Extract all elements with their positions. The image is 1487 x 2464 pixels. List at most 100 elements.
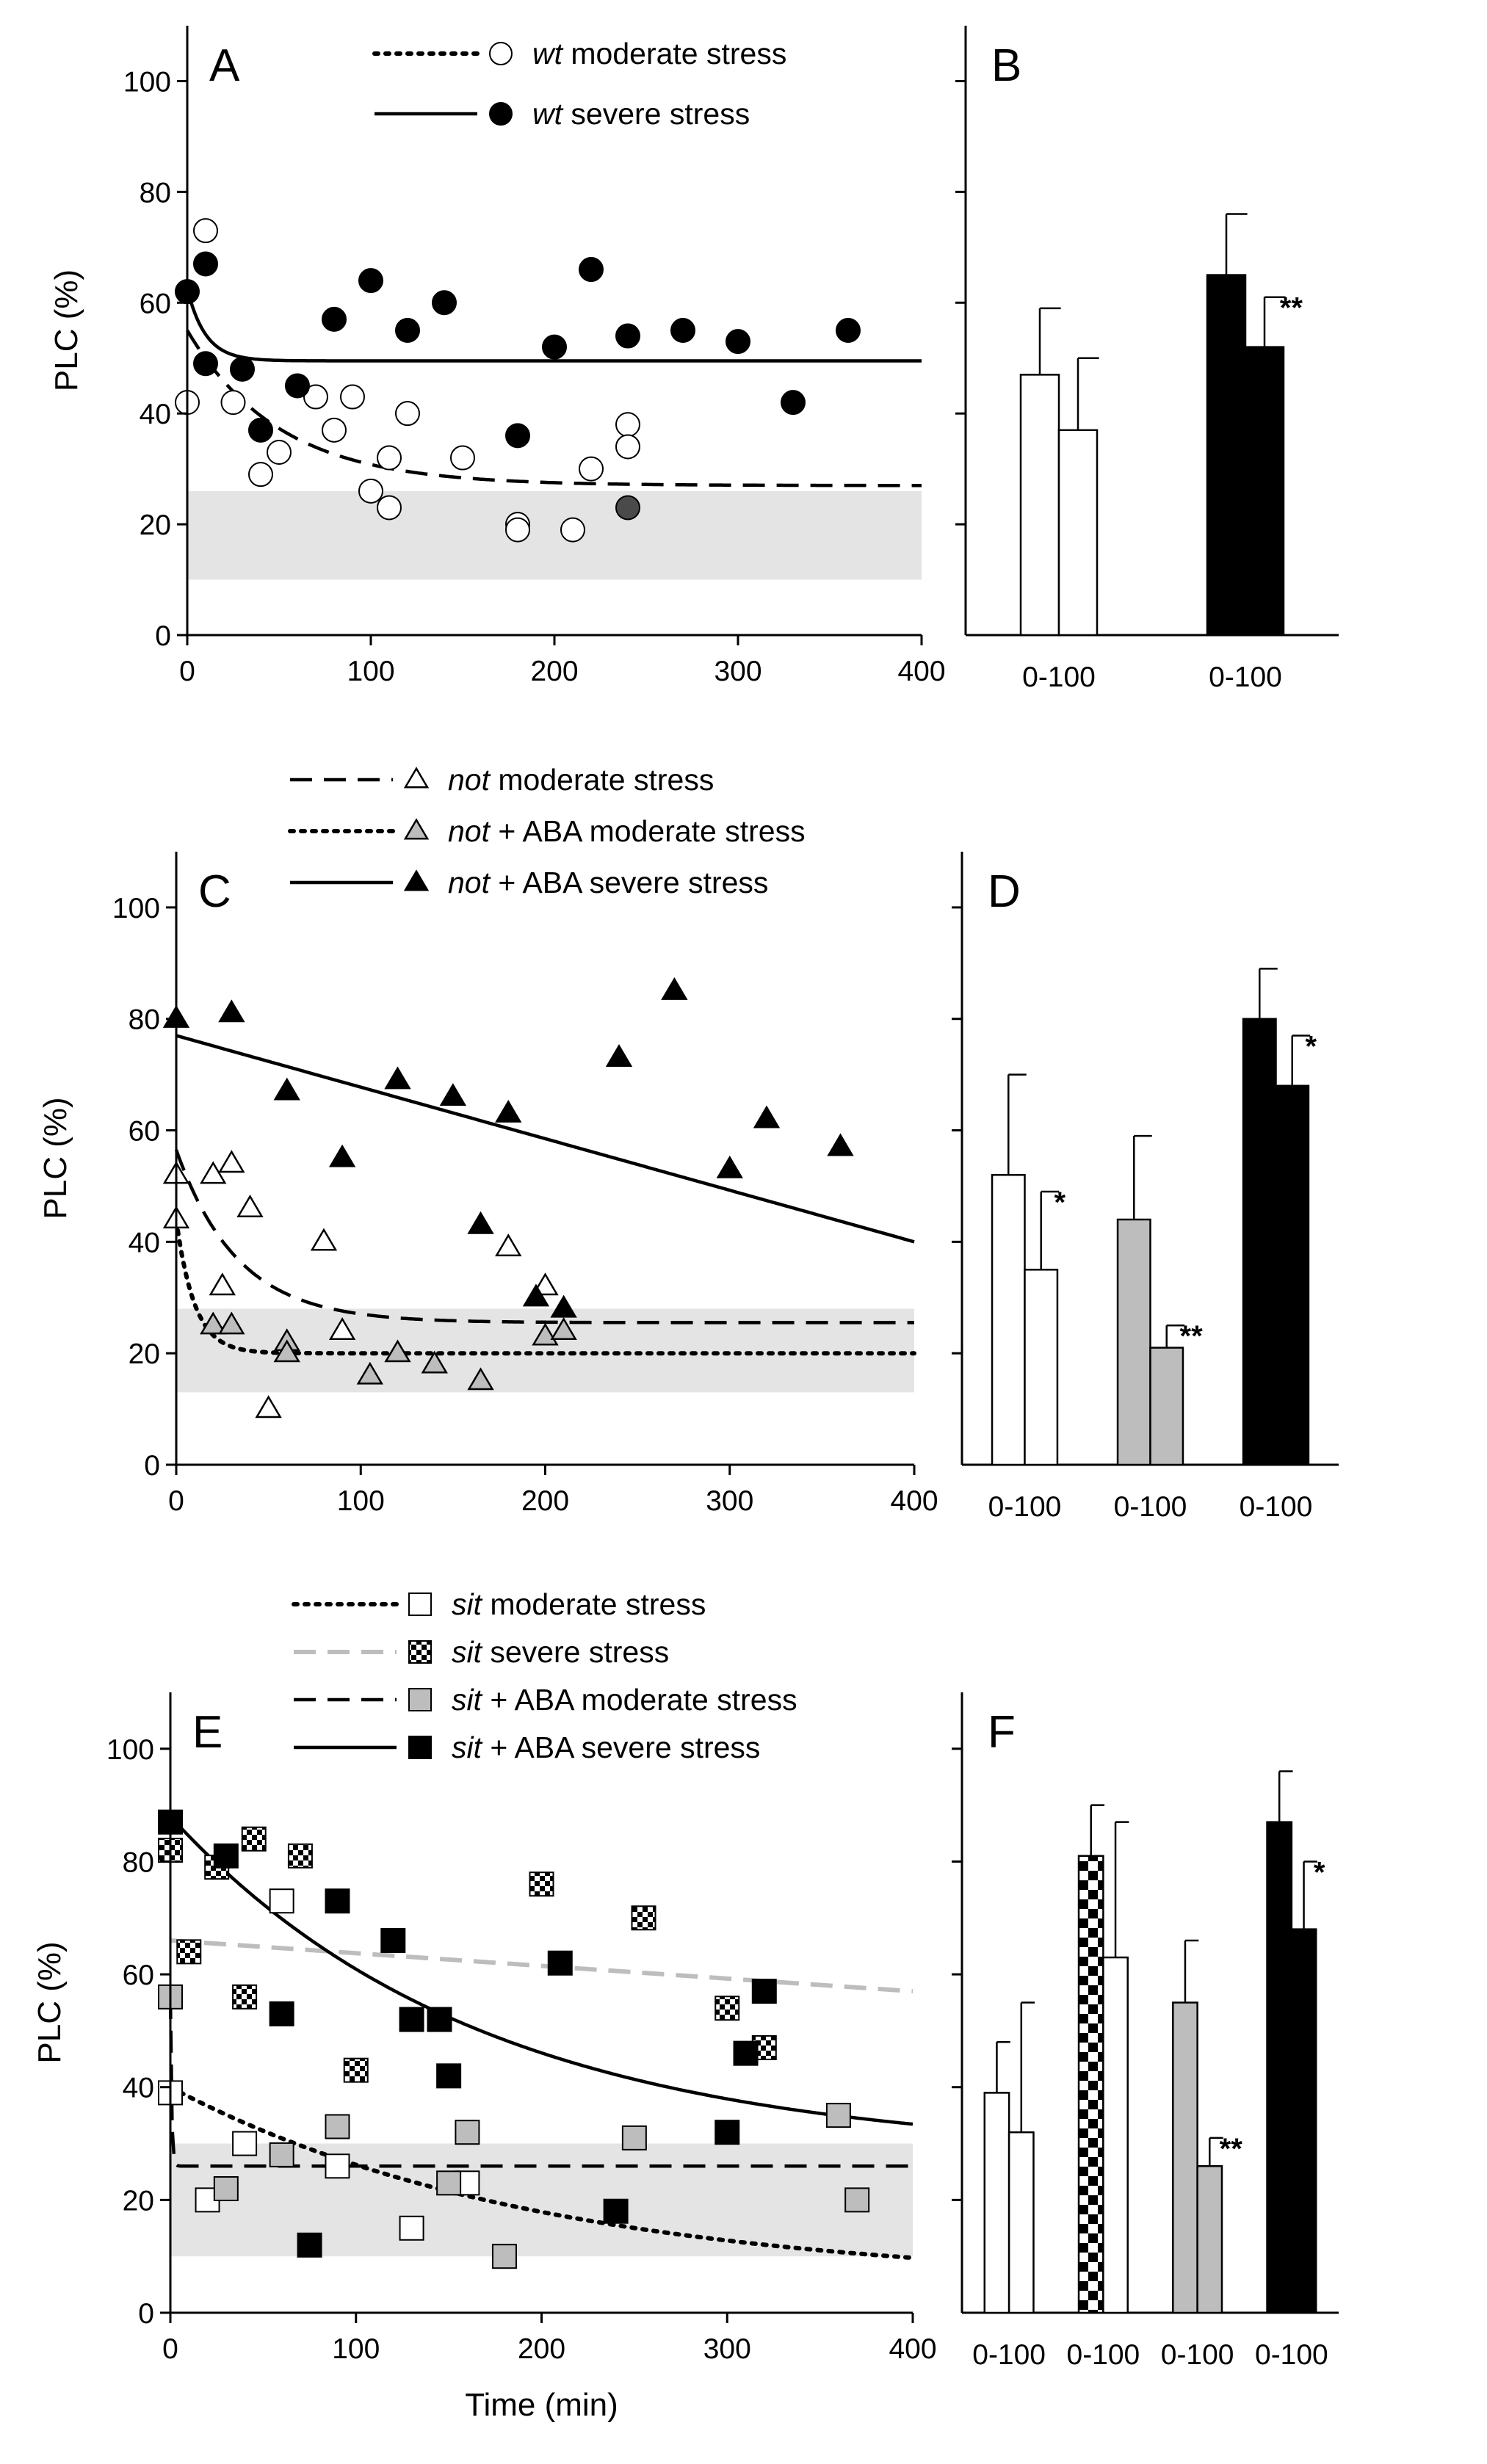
bar-group-label-B-1: 0-100 bbox=[1209, 662, 1282, 693]
data-point-C-2-9 bbox=[550, 1294, 577, 1318]
bar-group-label-F-3: 0-100 bbox=[1255, 2339, 1328, 2371]
fit-curve-E-1 bbox=[170, 1938, 913, 1994]
bar-group-label-B-0: 0-100 bbox=[1022, 662, 1096, 693]
y-tick-label-A-5: 100 bbox=[123, 66, 171, 98]
data-point-C-2-3 bbox=[328, 1144, 356, 1167]
data-point-A-1-10 bbox=[505, 423, 530, 449]
bar-D-2-0 bbox=[1242, 1018, 1277, 1466]
data-point-E-2-8 bbox=[825, 2103, 851, 2128]
y-tick-label-C-5: 100 bbox=[112, 893, 160, 924]
data-point-A-0-7 bbox=[340, 384, 365, 410]
data-point-A-1-12 bbox=[579, 257, 604, 282]
bar-F-3-1 bbox=[1290, 1928, 1317, 2314]
legend-label-E-3: sit + ABA severe stress bbox=[452, 1731, 760, 1764]
data-point-E-2-9 bbox=[844, 2187, 870, 2213]
legend-marker-C-0 bbox=[403, 767, 430, 789]
data-point-E-3-6 bbox=[399, 2007, 424, 2032]
data-point-C-0-9 bbox=[532, 1272, 559, 1296]
x-tick-label-E-2: 200 bbox=[518, 2333, 565, 2365]
data-point-C-2-8 bbox=[522, 1283, 550, 1307]
data-point-C-1-0 bbox=[200, 1311, 227, 1335]
bar-F-0-0 bbox=[983, 2092, 1010, 2314]
data-point-E-3-1 bbox=[213, 1843, 239, 1869]
legend-marker-A-1 bbox=[489, 102, 513, 126]
data-point-E-1-6 bbox=[343, 2057, 369, 2083]
y-tick-label-C-1: 20 bbox=[129, 1338, 160, 1370]
data-point-A-0-14 bbox=[505, 517, 530, 543]
data-point-C-0-3 bbox=[209, 1272, 236, 1296]
x-tick-label-E-4: 400 bbox=[889, 2333, 936, 2365]
data-point-A-0-6 bbox=[322, 417, 347, 443]
fit-curve-E-3 bbox=[169, 1815, 913, 2126]
fit-curve-A-1 bbox=[185, 288, 922, 363]
data-point-A-1-5 bbox=[285, 373, 310, 399]
data-point-E-3-7 bbox=[427, 2007, 452, 2032]
data-point-A-0-11 bbox=[395, 401, 420, 427]
legend-marker-E-2 bbox=[408, 1688, 432, 1711]
bar-B-0-1 bbox=[1057, 429, 1099, 637]
y-axis-label-E: PLC (%) bbox=[32, 1941, 68, 2063]
y-tick-label-A-4: 80 bbox=[140, 177, 171, 209]
data-point-A-1-15 bbox=[726, 329, 750, 355]
data-point-A-0-10 bbox=[377, 495, 402, 521]
data-point-C-0-2 bbox=[200, 1161, 227, 1184]
bar-D-0-0 bbox=[991, 1174, 1026, 1466]
y-axis-label-C: PLC (%) bbox=[37, 1097, 73, 1219]
y-tick-label-E-1: 20 bbox=[123, 2185, 154, 2217]
bar-B-0-0 bbox=[1019, 374, 1060, 637]
data-point-E-3-12 bbox=[733, 2040, 759, 2066]
bar-B-1-1 bbox=[1244, 346, 1285, 637]
y-tick-label-A-1: 20 bbox=[140, 510, 171, 541]
x-tick-label-C-1: 100 bbox=[337, 1485, 385, 1517]
data-point-E-1-8 bbox=[631, 1905, 656, 1931]
legend-label-A-1: wt severe stress bbox=[532, 97, 750, 131]
y-tick-label-A-0: 0 bbox=[155, 620, 171, 652]
legend-label-E-1: sit severe stress bbox=[452, 1635, 669, 1669]
panel-letter-C: C bbox=[198, 866, 231, 917]
legend-marker-C-1 bbox=[403, 818, 430, 840]
bar-D-0-1 bbox=[1024, 1269, 1059, 1466]
significance-D-0-1: * bbox=[1054, 1186, 1066, 1219]
x-tick-label-C-2: 200 bbox=[521, 1485, 569, 1517]
legend-marker-E-0 bbox=[408, 1592, 432, 1616]
data-point-A-0-1 bbox=[193, 218, 218, 244]
data-point-C-0-4 bbox=[218, 1150, 245, 1173]
data-point-A-1-6 bbox=[322, 306, 347, 332]
data-point-C-1-9 bbox=[550, 1317, 577, 1340]
data-point-A-0-16 bbox=[579, 456, 604, 482]
legend-label-E-0: sit moderate stress bbox=[452, 1587, 706, 1621]
data-point-A-1-16 bbox=[781, 390, 806, 416]
data-point-C-1-5 bbox=[384, 1339, 411, 1363]
y-tick-label-E-3: 60 bbox=[123, 1960, 154, 1991]
data-point-C-2-7 bbox=[495, 1099, 522, 1123]
x-axis-label-E: Time (min) bbox=[465, 2387, 618, 2423]
fit-curve-C-1 bbox=[174, 1217, 916, 1356]
data-point-A-0-4 bbox=[267, 440, 292, 465]
y-tick-label-C-3: 60 bbox=[129, 1116, 160, 1148]
data-point-A-1-4 bbox=[248, 417, 273, 443]
data-point-E-1-5 bbox=[287, 1843, 313, 1869]
data-point-A-1-14 bbox=[670, 318, 695, 343]
bar-D-2-1 bbox=[1275, 1084, 1310, 1466]
data-point-A-0-8 bbox=[358, 478, 383, 504]
bar-F-1-1 bbox=[1102, 1956, 1129, 2314]
significance-D-1-1: ** bbox=[1180, 1320, 1204, 1352]
y-tick-label-E-0: 0 bbox=[138, 2298, 154, 2330]
legend-marker-E-3 bbox=[408, 1736, 432, 1759]
data-point-A-0-18 bbox=[615, 434, 640, 460]
x-tick-label-C-3: 300 bbox=[706, 1485, 753, 1517]
bar-group-label-D-2: 0-100 bbox=[1240, 1491, 1313, 1523]
data-point-E-2-1 bbox=[213, 2176, 239, 2201]
data-point-C-1-3 bbox=[273, 1339, 300, 1363]
x-tick-label-E-3: 300 bbox=[703, 2333, 751, 2365]
data-point-C-2-2 bbox=[273, 1077, 300, 1101]
y-axis-label-A: PLC (%) bbox=[48, 269, 84, 391]
data-point-C-1-4 bbox=[356, 1361, 383, 1385]
significance-F-3-1: * bbox=[1314, 1856, 1325, 1888]
data-point-C-0-10 bbox=[255, 1395, 282, 1418]
data-point-A-0-15 bbox=[560, 517, 585, 543]
legend-label-E-2: sit + ABA moderate stress bbox=[452, 1683, 797, 1717]
data-point-E-1-7 bbox=[529, 1871, 554, 1897]
x-tick-label-C-4: 400 bbox=[890, 1485, 938, 1517]
